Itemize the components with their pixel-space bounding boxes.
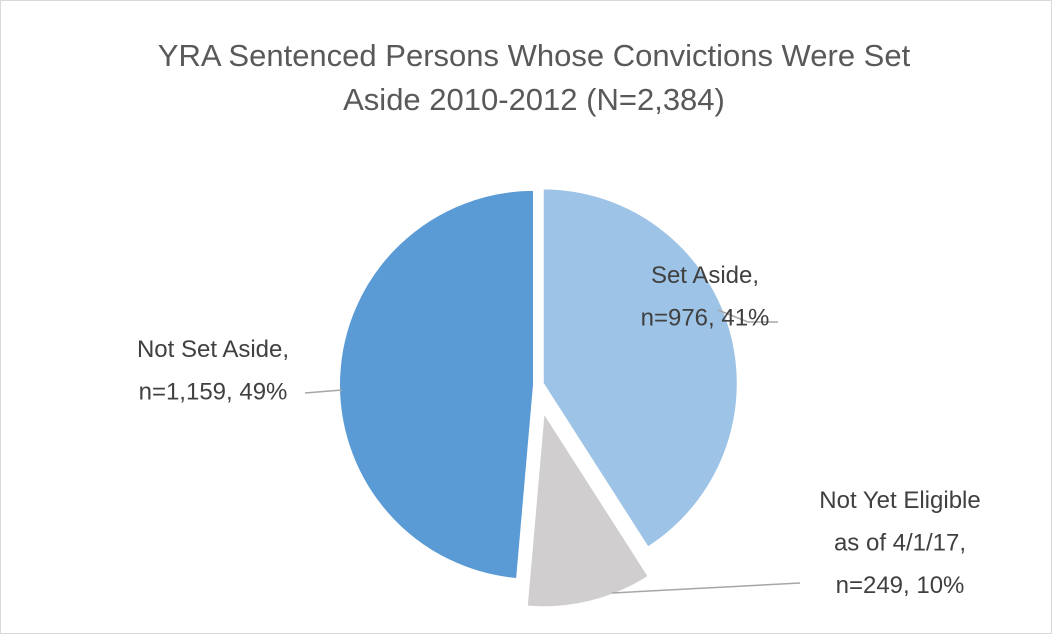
leader-line xyxy=(304,389,343,394)
value-label: n=1,159, 49% xyxy=(139,379,288,406)
pie-slice xyxy=(541,187,739,549)
pie xyxy=(338,187,739,609)
slice-label: Set Aside, xyxy=(651,262,759,289)
leader-line xyxy=(611,582,801,594)
value-label: n=976, 41% xyxy=(641,305,770,332)
pie-slice xyxy=(338,188,536,581)
slice-label: Not Yet Eligible as of 4/1/17, xyxy=(819,487,980,557)
chart-title: YRA Sentenced Persons Whose Convictions … xyxy=(158,38,911,117)
pie-slice xyxy=(525,409,651,609)
leader-line xyxy=(717,309,778,323)
value-label: n=249, 10% xyxy=(836,572,965,599)
slice-label: Not Set Aside, xyxy=(137,336,289,363)
